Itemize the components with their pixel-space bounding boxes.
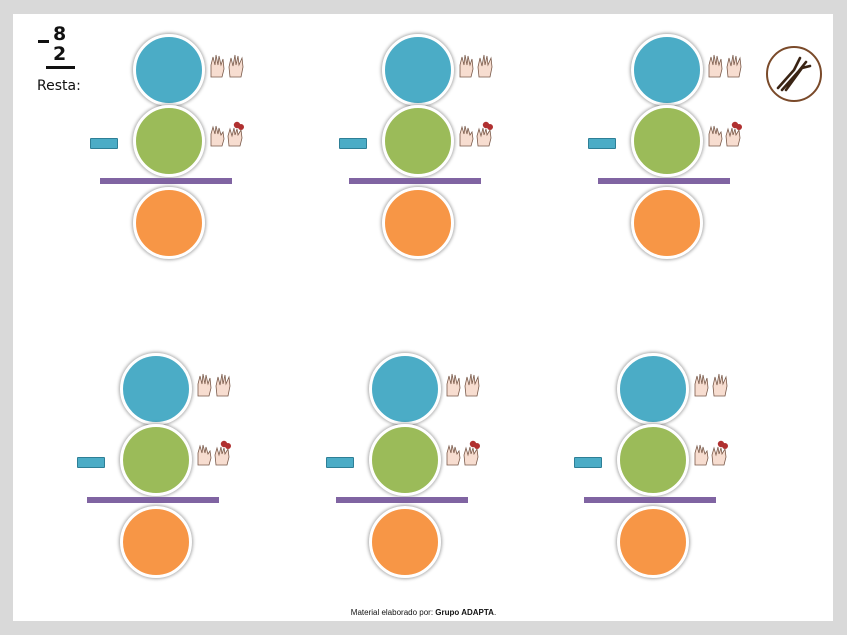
subtraction-problem-6	[574, 353, 810, 593]
subtraction-problem-3	[588, 34, 824, 274]
minuend-circle[interactable]	[369, 353, 441, 425]
result-line	[336, 497, 468, 503]
minuend-circle[interactable]	[120, 353, 192, 425]
minus-sign-box	[588, 138, 616, 149]
result-line	[349, 178, 481, 184]
result-line	[598, 178, 730, 184]
minus-sign-box	[77, 457, 105, 468]
example-minuend: 8	[53, 23, 67, 45]
minuend-circle[interactable]	[133, 34, 205, 106]
result-circle[interactable]	[382, 187, 454, 259]
hands-counting-icon	[210, 54, 244, 78]
subtrahend-circle[interactable]	[369, 424, 441, 496]
result-circle[interactable]	[120, 506, 192, 578]
hands-counting-icon	[694, 373, 728, 397]
result-circle[interactable]	[631, 187, 703, 259]
minus-sign-box	[326, 457, 354, 468]
result-circle[interactable]	[617, 506, 689, 578]
subtraction-problem-4	[77, 353, 313, 593]
subtraction-problem-5	[326, 353, 562, 593]
subtrahend-circle[interactable]	[631, 105, 703, 177]
hands-counting-icon	[446, 373, 480, 397]
minuend-circle[interactable]	[617, 353, 689, 425]
hands-crossed-fingers-icon	[446, 440, 480, 466]
result-line	[584, 497, 716, 503]
hands-crossed-fingers-icon	[197, 440, 231, 466]
hands-counting-icon	[459, 54, 493, 78]
hands-crossed-fingers-icon	[459, 121, 493, 147]
worksheet-title: Resta:	[37, 78, 81, 94]
minuend-circle[interactable]	[382, 34, 454, 106]
footer-suffix: .	[493, 608, 497, 617]
subtrahend-circle[interactable]	[382, 105, 454, 177]
minus-sign-box	[90, 138, 118, 149]
example-result-bar	[46, 66, 75, 69]
subtrahend-circle[interactable]	[617, 424, 689, 496]
subtrahend-circle[interactable]	[133, 105, 205, 177]
subtrahend-circle[interactable]	[120, 424, 192, 496]
hands-crossed-fingers-icon	[708, 121, 742, 147]
subtraction-problem-1	[90, 34, 326, 274]
example-subtrahend: 2	[53, 43, 67, 65]
footer-prefix: Material elaborado por:	[350, 608, 434, 617]
subtraction-problem-2	[339, 34, 575, 274]
minus-sign-box	[574, 457, 602, 468]
grupo-adapta-logo-icon	[766, 46, 822, 102]
result-circle[interactable]	[133, 187, 205, 259]
hands-crossed-fingers-icon	[210, 121, 244, 147]
minuend-circle[interactable]	[631, 34, 703, 106]
hands-counting-icon	[708, 54, 742, 78]
result-line	[87, 497, 219, 503]
minus-sign-box	[339, 138, 367, 149]
footer-author: Grupo ADAPTA	[435, 608, 494, 617]
hands-crossed-fingers-icon	[694, 440, 728, 466]
hands-counting-icon	[197, 373, 231, 397]
result-line	[100, 178, 232, 184]
result-circle[interactable]	[369, 506, 441, 578]
example-minus-sign	[38, 40, 49, 43]
footer-credit: Material elaborado por: Grupo ADAPTA.	[0, 608, 847, 617]
example-operation: 8 2	[36, 25, 76, 69]
